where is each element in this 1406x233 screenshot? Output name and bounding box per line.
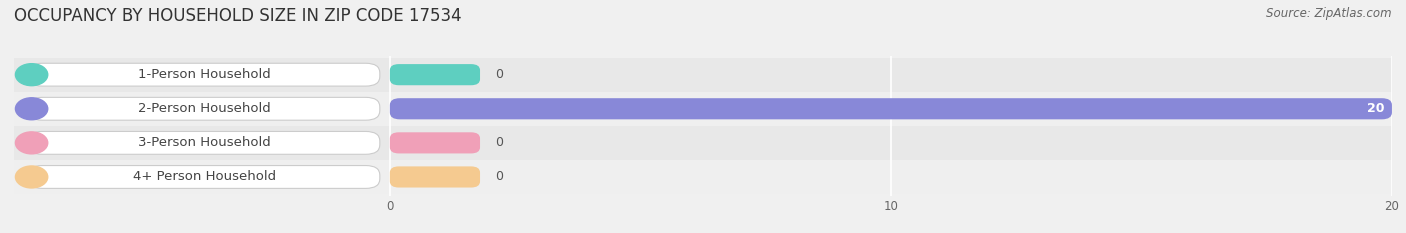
Circle shape (15, 166, 48, 188)
Circle shape (15, 98, 48, 120)
Text: 2-Person Household: 2-Person Household (138, 102, 271, 115)
FancyBboxPatch shape (389, 64, 479, 85)
FancyBboxPatch shape (389, 98, 1392, 119)
FancyBboxPatch shape (28, 97, 380, 120)
Bar (14, 126, 1392, 160)
Text: 0: 0 (495, 68, 503, 81)
Text: 3-Person Household: 3-Person Household (138, 136, 271, 149)
Circle shape (15, 132, 48, 154)
Text: Source: ZipAtlas.com: Source: ZipAtlas.com (1267, 7, 1392, 20)
FancyBboxPatch shape (28, 131, 380, 154)
FancyBboxPatch shape (389, 132, 479, 154)
Bar (14, 160, 1392, 194)
Circle shape (15, 64, 48, 86)
FancyBboxPatch shape (389, 166, 479, 188)
Text: 0: 0 (495, 136, 503, 149)
Text: 1-Person Household: 1-Person Household (138, 68, 271, 81)
Text: OCCUPANCY BY HOUSEHOLD SIZE IN ZIP CODE 17534: OCCUPANCY BY HOUSEHOLD SIZE IN ZIP CODE … (14, 7, 461, 25)
Text: 20: 20 (1367, 102, 1385, 115)
Text: 0: 0 (495, 171, 503, 183)
Bar (14, 92, 1392, 126)
FancyBboxPatch shape (28, 63, 380, 86)
FancyBboxPatch shape (28, 166, 380, 188)
Text: 4+ Person Household: 4+ Person Household (134, 171, 276, 183)
Bar (14, 58, 1392, 92)
